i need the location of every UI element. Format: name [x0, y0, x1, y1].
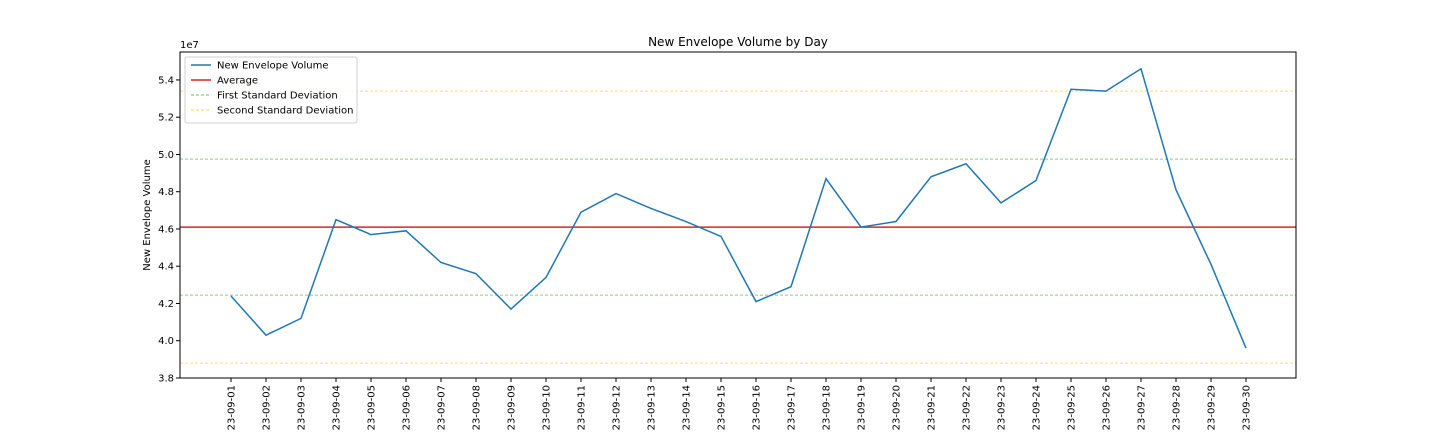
x-tick-label: 23-09-27	[1137, 385, 1148, 430]
x-tick-label: 23-09-28	[1172, 385, 1183, 430]
plot-frame	[179, 51, 1297, 379]
x-tick-label: 23-09-05	[367, 385, 378, 430]
x-tick-label: 23-09-07	[437, 385, 448, 430]
x-tick-label: 23-09-15	[717, 385, 728, 430]
y-axis-label: New Envelope Volume	[142, 159, 153, 270]
x-tick-label: 23-09-13	[647, 385, 658, 430]
x-tick-label: 23-09-21	[927, 385, 938, 430]
legend-box	[184, 56, 358, 124]
x-tick-label: 23-09-18	[822, 385, 833, 430]
x-tick-label: 23-09-01	[227, 385, 238, 430]
legend-label: New Envelope Volume	[217, 61, 328, 72]
x-axis: 23-09-01 23-09-02 23-09-03 23-09-04 23-09-05…	[227, 378, 1253, 430]
x-tick-label: 23-09-12	[612, 385, 623, 430]
y-tick-label: 4.8	[158, 187, 174, 198]
x-tick-label: 23-09-20	[892, 385, 903, 430]
x-tick-label: 23-09-26	[1102, 385, 1113, 430]
x-tick-label: 23-09-24	[1032, 385, 1043, 430]
reference-lines	[180, 90, 1296, 364]
y-tick-label: 4.2	[158, 299, 174, 310]
y-tick-label: 5.2	[158, 113, 174, 124]
x-tick-label: 23-09-03	[297, 385, 308, 430]
x-tick-label: 23-09-30	[1242, 385, 1253, 430]
y-tick-label: 4.0	[158, 336, 174, 347]
x-tick-label: 23-09-08	[472, 385, 483, 430]
x-tick-label: 23-09-25	[1067, 385, 1078, 430]
legend-label: Second Standard Deviation	[217, 106, 353, 117]
x-tick-label: 23-09-19	[857, 385, 868, 430]
y-axis: 3.8 4.0 4.2 4.4 4.6 4.8 5.0 5.2 5.4	[158, 75, 180, 385]
x-tick-label: 23-09-17	[787, 385, 798, 430]
series-group	[230, 67, 1247, 349]
x-tick-label: 23-09-22	[962, 385, 973, 430]
y-tick-label: 3.8	[158, 374, 174, 385]
x-tick-label: 23-09-09	[507, 385, 518, 430]
x-tick-label: 23-09-02	[262, 385, 273, 430]
x-tick-label: 23-09-29	[1207, 385, 1218, 430]
y-tick-label: 5.4	[158, 75, 174, 86]
legend: New Envelope Volume Average First Standard…	[184, 56, 358, 124]
legend-label: First Standard Deviation	[217, 91, 338, 102]
x-tick-label: 23-09-16	[752, 385, 763, 430]
y-tick-label: 4.4	[158, 262, 174, 273]
chart-title: New Envelope Volume by Day	[648, 35, 828, 49]
x-tick-label: 23-09-06	[402, 385, 413, 430]
x-tick-label: 23-09-23	[997, 385, 1008, 430]
x-tick-label: 23-09-04	[332, 385, 343, 430]
x-tick-label: 23-09-10	[542, 385, 553, 430]
x-tick-label: 23-09-11	[577, 385, 588, 430]
y-offset-label: 1e7	[180, 40, 199, 51]
y-tick-label: 5.0	[158, 150, 174, 161]
legend-label: Average	[217, 76, 258, 87]
series-line-0	[230, 67, 1247, 349]
x-tick-label: 23-09-14	[682, 385, 693, 430]
y-tick-label: 4.6	[158, 224, 174, 235]
